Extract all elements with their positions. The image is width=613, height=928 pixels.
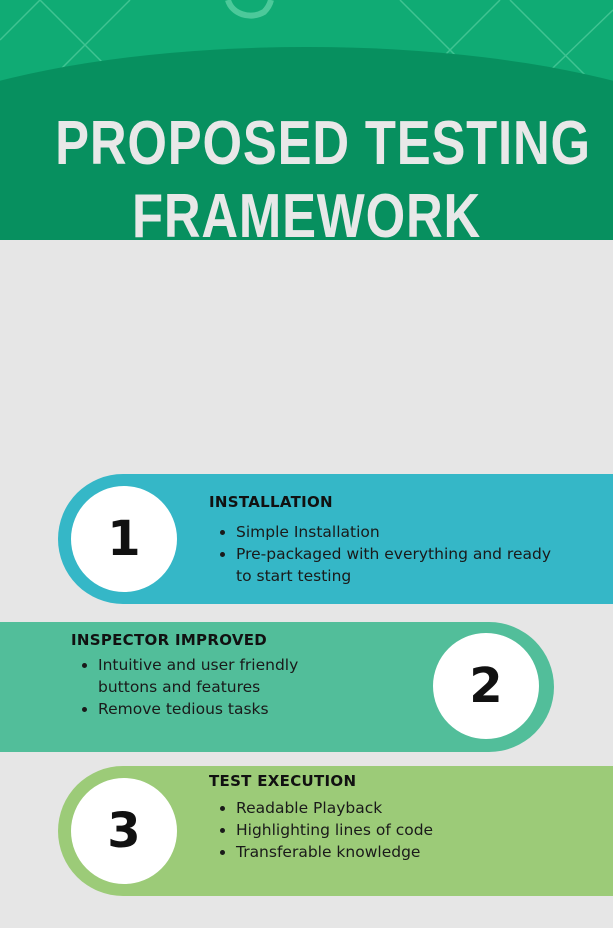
step-2-number: 2 xyxy=(469,658,503,714)
list-item: Remove tedious tasks xyxy=(98,698,308,720)
list-item: Simple Installation xyxy=(236,521,556,543)
step-1-number: 1 xyxy=(107,511,141,567)
list-item: Readable Playback xyxy=(236,797,466,819)
step-2-number-circle: 2 xyxy=(433,633,539,739)
step-1-bullet-list: Simple Installation Pre-packaged with ev… xyxy=(210,521,556,587)
step-2-bullet-list: Intuitive and user friendly buttons and … xyxy=(72,654,308,720)
step-1-number-circle: 1 xyxy=(71,486,177,592)
step-3-number-circle: 3 xyxy=(71,778,177,884)
step-3-heading: TEST EXECUTION xyxy=(209,772,357,790)
header-oval xyxy=(0,47,613,240)
step-3-number: 3 xyxy=(107,803,141,859)
list-item: Highlighting lines of code xyxy=(236,819,466,841)
list-item: Pre-packaged with everything and ready t… xyxy=(236,543,556,587)
step-3-bullet-list: Readable Playback Highlighting lines of … xyxy=(210,797,466,863)
page-title-line-1: PROPOSED TESTING xyxy=(55,109,591,178)
step-2-heading: INSPECTOR IMPROVED xyxy=(71,631,268,649)
list-item: Transferable knowledge xyxy=(236,841,466,863)
page-title-line-2: FRAMEWORK xyxy=(131,182,482,251)
header-band xyxy=(0,0,613,240)
list-item: Intuitive and user friendly buttons and … xyxy=(98,654,308,698)
step-1-heading: INSTALLATION xyxy=(209,493,333,511)
